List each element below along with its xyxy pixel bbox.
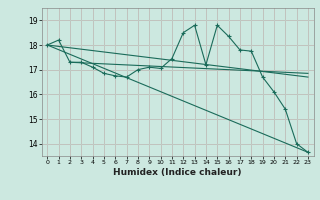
X-axis label: Humidex (Indice chaleur): Humidex (Indice chaleur) [113,168,242,177]
